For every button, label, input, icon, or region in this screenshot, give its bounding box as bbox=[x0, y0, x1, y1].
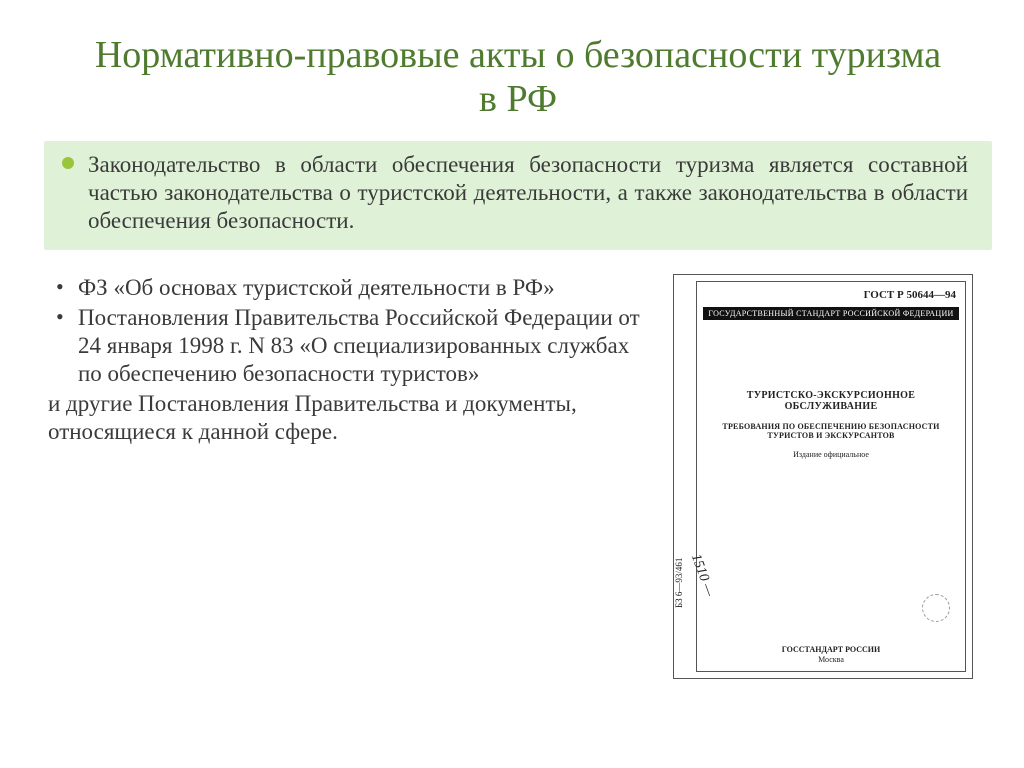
gost-bar: ГОСУДАРСТВЕННЫЙ СТАНДАРТ РОССИЙСКОЙ ФЕДЕ… bbox=[703, 307, 959, 320]
list-item: Постановления Правительства Российской Ф… bbox=[78, 304, 646, 388]
doc-side-code: БЗ 6—93/461 bbox=[674, 557, 684, 607]
right-column: ГОСТ Р 50644—94 ГОСУДАРСТВЕННЫЙ СТАНДАРТ… bbox=[658, 274, 988, 679]
lower-columns: ФЗ «Об основах туристской деятельности в… bbox=[48, 274, 988, 679]
doc-footer: ГОССТАНДАРТ РОССИИ Москва bbox=[704, 645, 958, 664]
doc-publisher: ГОССТАНДАРТ РОССИИ bbox=[782, 645, 880, 654]
doc-service-title: ТУРИСТСКО-ЭКСКУРСИОННОЕ ОБСЛУЖИВАНИЕ bbox=[706, 390, 956, 412]
bullet-icon bbox=[62, 157, 74, 169]
gost-number: ГОСТ Р 50644—94 bbox=[864, 289, 956, 301]
left-column: ФЗ «Об основах туристской деятельности в… bbox=[48, 274, 646, 679]
slide-title: Нормативно-правовые акты о безопасности … bbox=[88, 34, 948, 121]
doc-service-subtitle: ТРЕБОВАНИЯ ПО ОБЕСПЕЧЕНИЮ БЕЗОПАСНОСТИ Т… bbox=[706, 422, 956, 440]
doc-edition: Издание официальное bbox=[706, 450, 956, 459]
intro-highlight-box: Законодательство в области обеспечения б… bbox=[44, 141, 992, 249]
doc-side-handwritten: 1510 — bbox=[687, 552, 717, 599]
gost-document-thumbnail: ГОСТ Р 50644—94 ГОСУДАРСТВЕННЫЙ СТАНДАРТ… bbox=[673, 274, 973, 679]
stamp-icon bbox=[922, 594, 950, 622]
intro-paragraph: Законодательство в области обеспечения б… bbox=[88, 151, 968, 235]
slide: Нормативно-правовые акты о безопасности … bbox=[0, 0, 1024, 768]
list-item: ФЗ «Об основах туристской деятельности в… bbox=[78, 274, 646, 302]
tail-paragraph: и другие Постановления Правительства и д… bbox=[48, 390, 646, 446]
doc-city: Москва bbox=[704, 655, 958, 664]
doc-center-block: ТУРИСТСКО-ЭКСКУРСИОННОЕ ОБСЛУЖИВАНИЕ ТРЕ… bbox=[706, 390, 956, 459]
regulation-list: ФЗ «Об основах туристской деятельности в… bbox=[48, 274, 646, 388]
